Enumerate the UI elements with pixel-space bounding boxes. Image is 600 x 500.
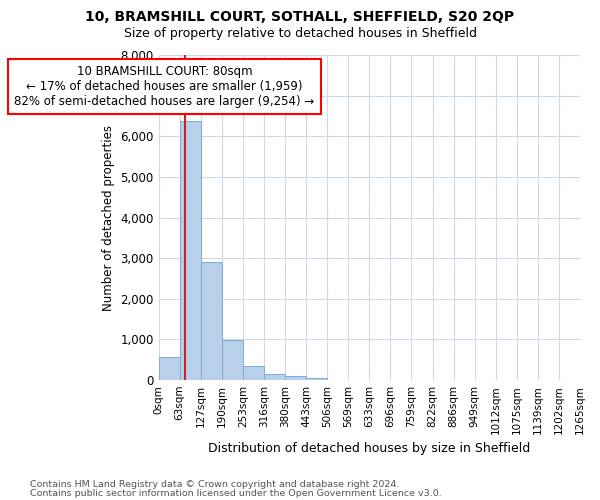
Bar: [285, 376, 306, 380]
Text: Contains public sector information licensed under the Open Government Licence v3: Contains public sector information licen…: [30, 488, 442, 498]
Text: Contains HM Land Registry data © Crown copyright and database right 2024.: Contains HM Land Registry data © Crown c…: [30, 480, 400, 489]
Text: Size of property relative to detached houses in Sheffield: Size of property relative to detached ho…: [124, 28, 476, 40]
Bar: [201, 262, 222, 380]
Bar: [264, 374, 285, 380]
Text: 10 BRAMSHILL COURT: 80sqm
← 17% of detached houses are smaller (1,959)
82% of se: 10 BRAMSHILL COURT: 80sqm ← 17% of detac…: [14, 65, 314, 108]
Bar: [222, 340, 243, 380]
Bar: [306, 378, 327, 380]
Bar: [158, 358, 179, 380]
Bar: [179, 121, 201, 380]
Text: 10, BRAMSHILL COURT, SOTHALL, SHEFFIELD, S20 2QP: 10, BRAMSHILL COURT, SOTHALL, SHEFFIELD,…: [85, 10, 515, 24]
X-axis label: Distribution of detached houses by size in Sheffield: Distribution of detached houses by size …: [208, 442, 530, 455]
Bar: [243, 366, 264, 380]
Y-axis label: Number of detached properties: Number of detached properties: [102, 124, 115, 310]
